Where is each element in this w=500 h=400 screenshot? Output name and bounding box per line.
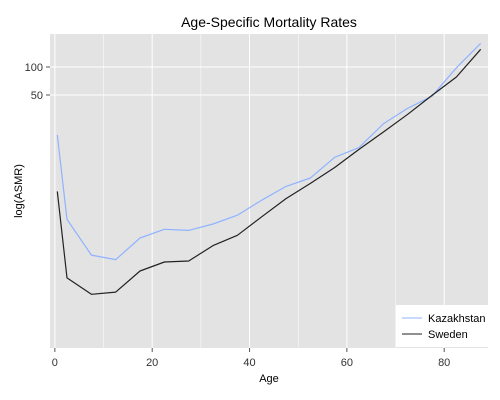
legend: Kazakhstan Sweden <box>396 305 488 347</box>
x-axis-label: Age <box>259 373 279 385</box>
x-tick-label: 40 <box>243 357 255 369</box>
legend-box <box>396 305 488 347</box>
y-tick-label: 50 <box>31 90 43 102</box>
x-axis-ticks: 0 20 40 60 80 <box>52 348 450 369</box>
x-tick-label: 60 <box>341 357 353 369</box>
series-lines <box>56 42 482 295</box>
x-tick-label: 80 <box>438 357 450 369</box>
y-axis-ticks: 50 100 <box>25 62 50 102</box>
series-line-kazakhstan <box>56 42 482 261</box>
series-line-sweden <box>56 48 482 295</box>
y-tick-label: 100 <box>25 62 43 74</box>
x-tick-label: 0 <box>52 357 58 369</box>
chart-title: Age-Specific Mortality Rates <box>181 14 357 30</box>
legend-label-sweden: Sweden <box>428 329 468 341</box>
y-axis-label: log(ASMR) <box>13 164 25 218</box>
legend-label-kazakhstan: Kazakhstan <box>428 313 485 325</box>
x-tick-label: 20 <box>146 357 158 369</box>
plot-panel <box>50 34 488 348</box>
